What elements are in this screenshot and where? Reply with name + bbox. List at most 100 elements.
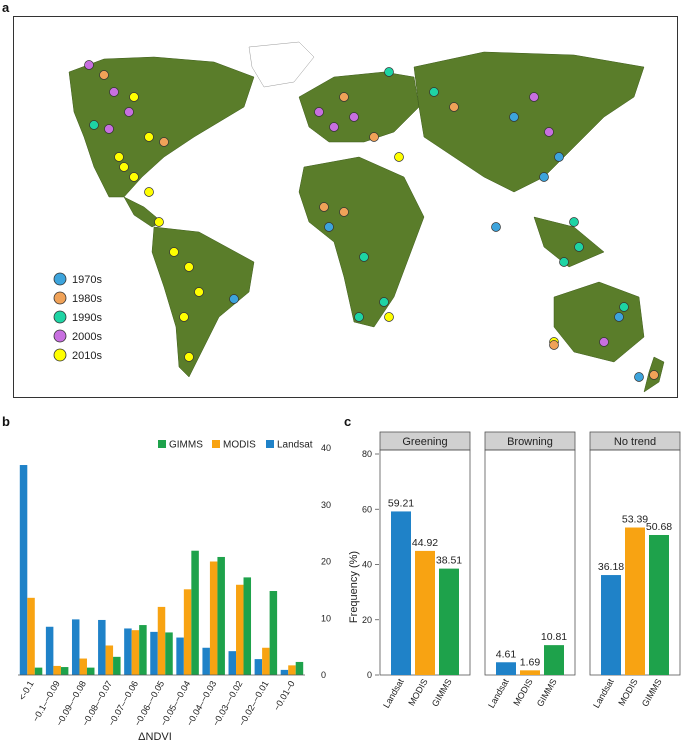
value-label-1-0: 4.61 xyxy=(496,648,517,660)
europe-landmass xyxy=(298,71,420,143)
bar-GIMMS-5 xyxy=(165,632,173,675)
value-label-2-1: 53.39 xyxy=(622,514,648,526)
southeast-asia-landmass xyxy=(533,216,605,268)
site-marker-36 xyxy=(509,112,519,122)
value-label-0-2: 38.51 xyxy=(436,555,462,567)
bar-MODIS-0 xyxy=(27,597,35,675)
bar-Greening-GIMMS xyxy=(439,568,459,675)
trend-frequency-chart: 0 20 40 60 80 Greening 59.21 Landsat 44.92 MODIS 3… xyxy=(348,431,681,710)
panel-label-c: c xyxy=(344,414,352,429)
site-marker-49 xyxy=(549,340,559,350)
value-label-0-1: 44.92 xyxy=(412,537,438,549)
y-axis-label: Frequency (%) xyxy=(348,551,360,623)
bar-MODIS-9 xyxy=(262,647,270,675)
y-tick-label-0: 0 xyxy=(367,670,372,680)
legend-label-Landsat: Landsat xyxy=(277,440,313,451)
bar-Greening-Landsat xyxy=(391,511,411,675)
axes-group: <-0.1−0.1–−0.09−0.09–−0.08−0.08–−0.07−0.… xyxy=(17,443,331,728)
bar-Landsat-10 xyxy=(280,669,289,675)
legend-label-2010s: 2010s xyxy=(72,350,102,362)
value-label-0-0: 59.21 xyxy=(388,497,414,509)
facet-title-1: Browning xyxy=(507,436,553,448)
site-marker-12 xyxy=(144,187,154,197)
bar-Browning-Landsat xyxy=(496,662,516,675)
site-marker-34 xyxy=(429,87,439,97)
bar-Landsat-6 xyxy=(176,637,184,675)
legend-swatch-Landsat xyxy=(266,440,274,448)
x-axis-label: ΔNDVI xyxy=(138,731,172,743)
bar-GIMMS-10 xyxy=(295,661,304,675)
map-legend: 1970s 1980s 1990s 2000s 2010s xyxy=(53,272,102,362)
legend-marker-2000s xyxy=(53,329,67,343)
site-marker-6 xyxy=(124,107,134,117)
x-tick-label-0-0: Landsat xyxy=(381,677,406,710)
bar-GIMMS-2 xyxy=(86,667,95,675)
greenland-landmass xyxy=(248,41,315,88)
site-marker-27 xyxy=(319,202,329,212)
site-marker-18 xyxy=(184,352,194,362)
bar-Landsat-8 xyxy=(228,651,237,675)
continents xyxy=(68,41,665,393)
legend-swatch-GIMMS xyxy=(158,440,166,448)
legend-label-1980s: 1980s xyxy=(72,293,102,305)
site-marker-47 xyxy=(599,337,609,347)
panel-label-b: b xyxy=(2,414,10,429)
y-tick-label-0: 0 xyxy=(321,670,326,680)
bar-MODIS-6 xyxy=(183,589,192,675)
x-tick-label-2-0: Landsat xyxy=(591,677,616,710)
x-tick-label-1-2: GIMMS xyxy=(535,677,559,708)
site-marker-42 xyxy=(574,242,584,252)
south-america-landmass xyxy=(151,226,255,378)
site-marker-20 xyxy=(314,107,324,117)
bar-MODIS-5 xyxy=(157,606,166,675)
y-tick-label-4: 80 xyxy=(362,449,372,459)
bar-Landsat-0 xyxy=(19,465,28,675)
legend-label-2000s: 2000s xyxy=(72,331,102,343)
site-marker-41 xyxy=(569,217,579,227)
bar-GIMMS-6 xyxy=(191,550,199,675)
bar-GIMMS-8 xyxy=(243,577,252,675)
legend-group: GIMMS MODIS Landsat xyxy=(158,440,313,451)
site-marker-5 xyxy=(104,124,114,134)
facet-title-0: Greening xyxy=(402,436,447,448)
x-tick-label-2-2: GIMMS xyxy=(640,677,664,708)
ndvi-histogram-chart: <-0.1−0.1–−0.09−0.09–−0.08−0.08–−0.07−0.… xyxy=(17,440,331,744)
value-label-2-2: 50.68 xyxy=(646,521,672,533)
bar-GIMMS-4 xyxy=(139,625,147,675)
site-marker-21 xyxy=(329,122,339,132)
y-tick-label-2: 20 xyxy=(321,557,331,567)
bar-MODIS-7 xyxy=(209,561,218,675)
site-marker-26 xyxy=(384,67,394,77)
bar-GIMMS-7 xyxy=(217,556,225,675)
site-marker-37 xyxy=(529,92,539,102)
legend-marker-1980s xyxy=(53,291,67,305)
x-tick-label-10: −0.01–0 xyxy=(272,679,297,712)
x-tick-label-2-1: MODIS xyxy=(616,677,639,708)
legend-label-1990s: 1990s xyxy=(72,312,102,324)
y-tick-label-2: 40 xyxy=(362,560,372,570)
site-marker-29 xyxy=(324,222,334,232)
panel-label-a: a xyxy=(2,0,10,15)
bar-No trend-Landsat xyxy=(601,575,621,675)
legend-swatch-MODIS xyxy=(212,440,220,448)
africa-landmass xyxy=(298,156,425,328)
site-marker-50 xyxy=(634,372,644,382)
value-label-1-1: 1.69 xyxy=(520,656,541,668)
y-tick-label-1: 10 xyxy=(321,613,331,623)
site-marker-32 xyxy=(384,312,394,322)
bar-Landsat-9 xyxy=(254,659,263,675)
facet-title-2: No trend xyxy=(614,436,656,448)
site-marker-2 xyxy=(109,87,119,97)
legend-label-1970s: 1970s xyxy=(72,274,102,286)
site-marker-33 xyxy=(354,312,364,322)
site-marker-22 xyxy=(349,112,359,122)
site-marker-23 xyxy=(369,132,379,142)
legend-marker-1990s xyxy=(53,310,67,324)
legend-marker-1970s xyxy=(53,272,67,286)
site-marker-30 xyxy=(359,252,369,262)
site-marker-25 xyxy=(339,92,349,102)
bar-Landsat-7 xyxy=(202,647,210,675)
y-tick-label-4: 40 xyxy=(321,443,331,453)
site-marker-39 xyxy=(554,152,564,162)
site-marker-4 xyxy=(89,120,99,130)
